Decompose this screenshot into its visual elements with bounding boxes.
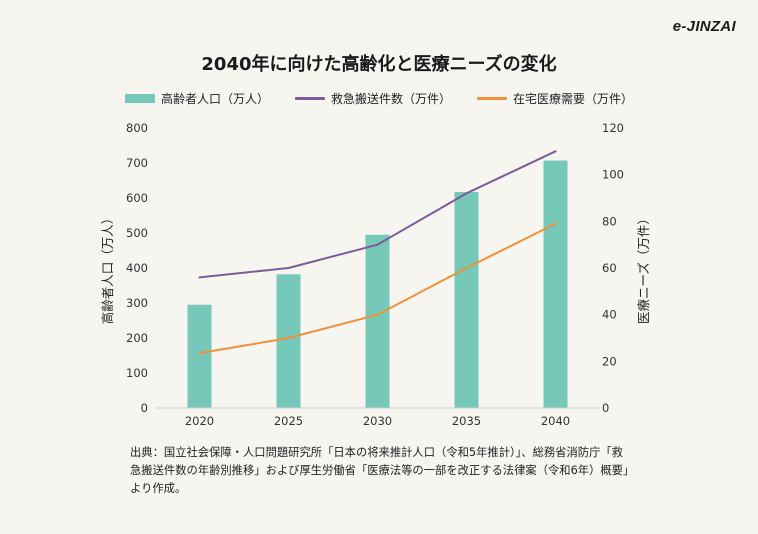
legend-swatch-line xyxy=(294,97,325,100)
legend-item-emergency-transport: 救急搬送件数（万件） xyxy=(294,90,451,107)
y-right-tick-label: 40 xyxy=(602,308,617,322)
chart-title: 2040年に向けた高齢化と医療ニーズの変化 xyxy=(201,54,557,75)
y-left-axis-title: 高齢者人口（万人） xyxy=(100,212,115,325)
y-left-tick-label: 600 xyxy=(126,191,148,205)
x-tick-label: 2035 xyxy=(452,414,481,428)
legend-label: 高齢者人口（万人） xyxy=(160,92,269,106)
x-tick-label: 2040 xyxy=(541,414,570,428)
y-right-tick-label: 100 xyxy=(602,168,624,182)
y-left-tick-label: 800 xyxy=(126,121,148,135)
bar-elderly-population xyxy=(543,160,568,408)
legend-item-elderly-population: 高齢者人口（万人） xyxy=(124,90,269,107)
y-right-tick-label: 20 xyxy=(602,354,617,368)
y-left-tick-label: 200 xyxy=(126,331,148,345)
x-tick-label: 2025 xyxy=(274,414,303,428)
legend-label: 救急搬送件数（万件） xyxy=(330,92,451,106)
chart-canvas: 0100200300400500600700800020406080100120… xyxy=(100,121,651,428)
legend-swatch-bar xyxy=(124,94,155,103)
y-left-tick-label: 700 xyxy=(126,156,148,170)
x-tick-label: 2030 xyxy=(363,414,392,428)
legend-item-home-care-demand: 在宅医療需要（万件） xyxy=(477,90,633,107)
y-right-axis-title: 医療ニーズ（万件） xyxy=(636,212,651,324)
bar-elderly-population xyxy=(187,304,212,408)
y-left-tick-label: 100 xyxy=(126,366,148,380)
brand-logo: e-JINZAI xyxy=(672,18,736,35)
legend-label: 在宅医療需要（万件） xyxy=(513,92,634,106)
y-left-tick-label: 300 xyxy=(126,296,148,310)
y-left-tick-label: 400 xyxy=(126,261,148,275)
bar-elderly-population xyxy=(365,234,390,408)
y-left-tick-label: 0 xyxy=(141,401,148,415)
x-tick-label: 2020 xyxy=(185,414,214,428)
y-right-tick-label: 80 xyxy=(602,214,617,228)
chart-legend: 高齢者人口（万人） 救急搬送件数（万件） 在宅医療需要（万件） xyxy=(0,90,758,107)
legend-swatch-line xyxy=(477,97,507,100)
bar-elderly-population xyxy=(276,274,301,408)
y-right-tick-label: 0 xyxy=(602,401,609,415)
bar-elderly-population xyxy=(454,192,479,408)
y-right-tick-label: 120 xyxy=(602,121,624,135)
y-right-tick-label: 60 xyxy=(602,261,617,275)
y-left-tick-label: 500 xyxy=(126,226,148,240)
source-note: 出典：国立社会保障・人口問題研究所「日本の将来推計人口（令和5年推計）」、総務省… xyxy=(130,446,629,495)
